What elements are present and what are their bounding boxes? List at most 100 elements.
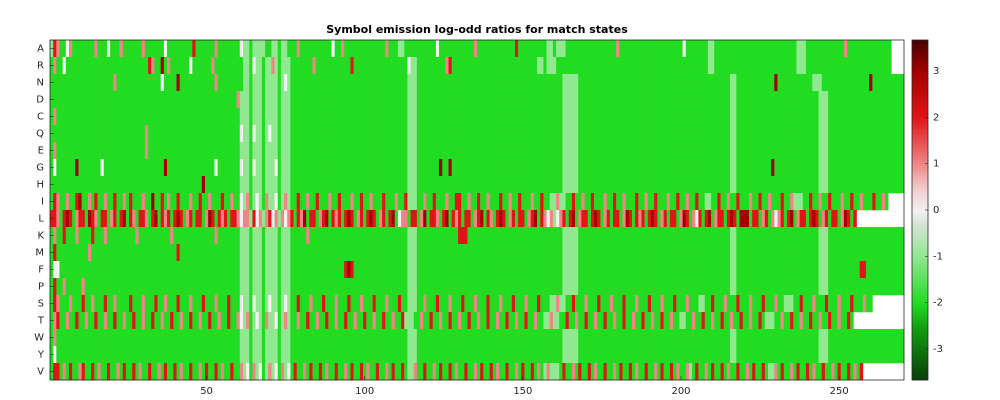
- cell: [695, 40, 699, 58]
- cell: [850, 142, 854, 160]
- cell: [850, 329, 854, 347]
- cell: [473, 176, 478, 194]
- cell: [217, 278, 222, 296]
- cell: [375, 329, 380, 347]
- cell: [717, 193, 721, 211]
- cell: [707, 108, 712, 126]
- cell: [492, 227, 497, 245]
- cell: [587, 329, 592, 347]
- cell: [518, 346, 522, 364]
- cell: [56, 125, 60, 143]
- cell: [84, 176, 89, 194]
- cell: [875, 125, 879, 143]
- cell: [110, 125, 114, 143]
- cell: [603, 74, 607, 92]
- cell: [322, 295, 326, 313]
- cell: [160, 108, 165, 126]
- cell: [144, 142, 149, 160]
- cell: [299, 295, 304, 313]
- cell: [549, 176, 554, 194]
- cell: [429, 176, 434, 194]
- cell: [135, 159, 139, 177]
- cell: [353, 142, 358, 160]
- cell: [464, 278, 468, 296]
- cell: [638, 40, 642, 58]
- cell: [568, 227, 573, 245]
- cell: [420, 227, 424, 245]
- cell: [328, 261, 332, 279]
- cell: [394, 176, 399, 194]
- cell: [524, 40, 528, 58]
- cell: [287, 40, 291, 58]
- cell: [796, 125, 800, 143]
- cell: [676, 295, 680, 313]
- cell: [220, 40, 225, 58]
- cell: [211, 74, 215, 92]
- cell: [856, 142, 861, 160]
- cell: [81, 278, 86, 296]
- cell: [217, 40, 222, 58]
- cell: [135, 57, 139, 75]
- cell: [385, 329, 389, 347]
- cell: [745, 57, 750, 75]
- cell: [186, 295, 190, 313]
- cell: [850, 176, 854, 194]
- cell: [325, 244, 329, 262]
- cell: [771, 210, 775, 228]
- cell: [423, 346, 427, 364]
- cell: [613, 40, 617, 58]
- cell: [875, 159, 879, 177]
- cell: [739, 193, 743, 211]
- cell: [233, 40, 237, 58]
- cell: [204, 108, 209, 126]
- cell: [505, 329, 509, 347]
- cell: [600, 125, 604, 143]
- cell: [72, 312, 76, 330]
- cell: [635, 57, 639, 75]
- cell: [56, 142, 60, 160]
- cell: [426, 261, 430, 279]
- cell: [796, 261, 800, 279]
- cell: [391, 312, 396, 330]
- cell: [533, 159, 538, 177]
- cell: [692, 125, 696, 143]
- cell: [94, 244, 98, 262]
- cell: [186, 125, 190, 143]
- cell: [647, 193, 652, 211]
- cell: [192, 312, 196, 330]
- cell: [65, 74, 70, 92]
- cell: [749, 74, 753, 92]
- cell: [84, 142, 89, 160]
- cell: [138, 210, 143, 228]
- cell: [767, 74, 772, 92]
- cell: [711, 210, 715, 228]
- cell: [704, 40, 709, 58]
- cell: [872, 57, 876, 75]
- cell: [369, 261, 373, 279]
- cell: [650, 295, 655, 313]
- cell: [220, 108, 225, 126]
- cell: [559, 329, 563, 347]
- cell: [230, 346, 234, 364]
- cell: [350, 40, 354, 58]
- cell: [138, 193, 143, 211]
- cell: [568, 329, 573, 347]
- cell: [204, 91, 209, 109]
- cell: [363, 227, 367, 245]
- cell: [828, 57, 832, 75]
- cell: [277, 193, 282, 211]
- cell: [685, 74, 690, 92]
- cell: [875, 40, 879, 58]
- cell: [220, 210, 225, 228]
- cell: [280, 295, 285, 313]
- cell: [432, 159, 437, 177]
- cell: [900, 159, 905, 177]
- cell: [777, 125, 781, 143]
- cell: [473, 329, 478, 347]
- cell: [233, 57, 237, 75]
- cell: [59, 57, 63, 75]
- cell: [274, 329, 279, 347]
- cell: [470, 74, 475, 92]
- cell: [796, 329, 800, 347]
- cell: [385, 176, 389, 194]
